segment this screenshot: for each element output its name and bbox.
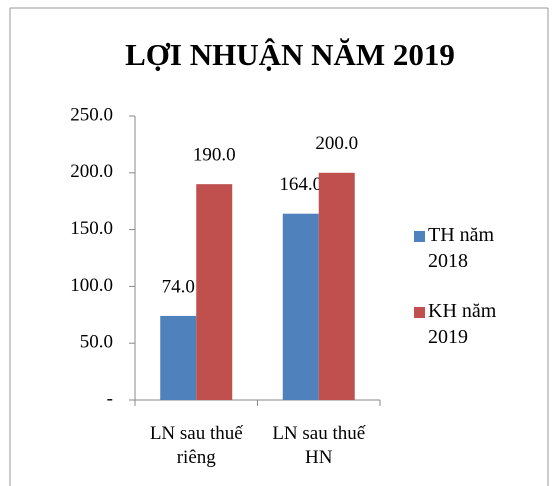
data-label: 200.0 [315,133,358,154]
data-label: 190.0 [193,145,236,166]
y-tick-label: 100.0 [70,275,113,296]
x-tick-label: LN sau thuế HN [272,423,366,468]
y-tick-label: - [107,388,113,409]
data-label: 164.0 [279,174,322,195]
bar [282,213,319,400]
bar [196,184,233,400]
x-tick-label: LN sau thuế riêng [149,423,243,468]
y-tick-label: 50.0 [80,332,113,353]
y-tick-label: 200.0 [70,161,113,182]
y-tick-label: 250.0 [70,104,113,125]
legend-swatch [414,231,425,242]
chart-title: LỢI NHUẬN NĂM 2019 [125,37,455,72]
legend-label: TH năm 2018 [428,224,495,272]
y-tick-label: 150.0 [70,218,113,239]
legend-swatch [414,307,425,318]
bar [318,172,355,400]
data-label: 74.0 [162,276,195,297]
bar [160,315,197,400]
legend-label: KH năm 2019 [428,300,497,348]
